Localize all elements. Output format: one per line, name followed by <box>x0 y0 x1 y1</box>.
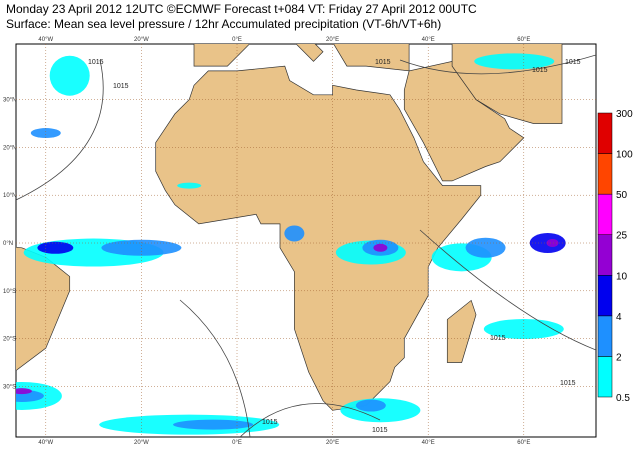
precipitation-area <box>177 182 202 189</box>
isobar <box>239 403 381 437</box>
land-europe <box>193 44 410 72</box>
lat-label: 20°S <box>3 337 16 343</box>
isobar <box>419 229 596 351</box>
lon-label-bottom: 40°E <box>422 440 435 446</box>
lon-label-top: 20°W <box>134 37 149 43</box>
colorbar-segment <box>597 356 613 398</box>
precipitation-area <box>37 241 74 254</box>
lat-label: 0°N <box>3 241 13 247</box>
colorbar-segment <box>597 315 613 357</box>
isobar-label: 1015 <box>88 59 104 66</box>
colorbar-label: 4 <box>616 312 622 323</box>
isobar-label: 1015 <box>375 59 391 66</box>
isobar <box>179 299 251 437</box>
isobar-label: 1015 <box>490 335 506 342</box>
precipitation-area <box>49 55 90 96</box>
colorbar-label: 0.5 <box>616 393 630 404</box>
precipitation-area <box>16 388 32 395</box>
lat-label: 30°N <box>3 98 16 104</box>
lon-label-bottom: 40°W <box>38 440 53 446</box>
lat-label: 10°S <box>3 289 16 295</box>
isobar <box>399 54 596 75</box>
land-madagascar <box>446 299 477 363</box>
lon-label-top: 40°E <box>422 37 435 43</box>
isobar-label: 1015 <box>113 83 129 90</box>
colorbar-label: 25 <box>616 231 628 242</box>
lon-label-bottom: 20°E <box>326 440 339 446</box>
map-content: 1015 1015 1015 1015 1015 1015 1015 1015 1015 <box>16 44 596 437</box>
colorbar-label: 2 <box>616 352 622 363</box>
lat-label: 30°S <box>3 384 16 390</box>
colorbar-label: 100 <box>616 150 633 161</box>
precipitation-area <box>474 53 555 70</box>
isobar <box>16 59 104 201</box>
title-line-2: Surface: Mean sea level pressure / 12hr … <box>6 17 441 31</box>
lon-label-bottom: 60°E <box>517 440 530 446</box>
lon-label-bottom: 20°W <box>134 440 149 446</box>
colorbar-label: 10 <box>616 271 628 282</box>
colorbar-label: 50 <box>616 190 628 201</box>
precipitation-area <box>355 399 386 412</box>
precipitation-area <box>373 243 388 252</box>
precipitation-area <box>465 237 506 258</box>
precipitation-area <box>546 239 559 247</box>
colorbar-segment <box>597 153 613 195</box>
lon-label-top: 60°E <box>517 37 530 43</box>
lon-label-bottom: 0°E <box>232 440 242 446</box>
isobar-label: 1015 <box>565 59 581 66</box>
lon-label-top: 0°E <box>232 37 242 43</box>
colorbar-segment <box>597 234 613 276</box>
isobar-label: 1015 <box>560 380 576 387</box>
colorbar-label: 300 <box>616 109 633 120</box>
colorbar-segment <box>597 193 613 235</box>
colorbar-segment <box>597 112 613 154</box>
precipitation-area <box>101 239 182 256</box>
lon-label-top: 40°W <box>38 37 53 43</box>
lat-label: 10°N <box>3 193 16 199</box>
precipitation-area <box>173 419 254 430</box>
lat-label: 20°N <box>3 145 16 151</box>
precipitation-area <box>30 128 61 139</box>
precipitation-area <box>284 225 305 242</box>
title-line-1: Monday 23 April 2012 12UTC ©ECMWF Foreca… <box>6 2 477 16</box>
isobar-label: 1015 <box>372 427 388 434</box>
isobar-label: 1015 <box>262 419 278 426</box>
isobar-label: 1015 <box>532 67 548 74</box>
lon-label-top: 20°E <box>326 37 339 43</box>
colorbar-segment <box>597 275 613 317</box>
